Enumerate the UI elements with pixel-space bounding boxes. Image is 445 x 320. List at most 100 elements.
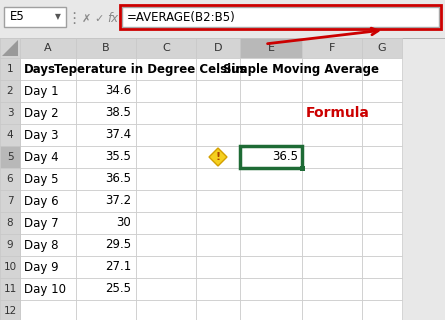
Bar	[196, 80, 240, 102]
Text: 25.5: 25.5	[105, 283, 131, 295]
Text: 35.5: 35.5	[105, 150, 131, 164]
Bar	[76, 278, 136, 300]
Bar	[0, 124, 20, 146]
Bar	[196, 102, 240, 124]
Text: Day 8: Day 8	[24, 238, 58, 252]
Bar	[0, 234, 20, 256]
Bar	[0, 80, 20, 102]
Bar	[20, 168, 76, 190]
Bar	[20, 146, 76, 168]
Bar	[20, 212, 76, 234]
Bar	[362, 58, 402, 80]
Bar	[136, 300, 196, 320]
Bar	[240, 58, 302, 80]
Bar	[196, 58, 240, 80]
Bar	[302, 102, 362, 124]
Bar	[0, 102, 20, 124]
Bar	[136, 190, 196, 212]
Text: fx: fx	[107, 12, 118, 26]
Bar	[0, 212, 20, 234]
Text: 4: 4	[7, 130, 13, 140]
Bar	[362, 168, 402, 190]
Bar	[76, 190, 136, 212]
Text: 8: 8	[7, 218, 13, 228]
Text: E: E	[267, 43, 275, 53]
Bar	[240, 102, 302, 124]
Text: 29.5: 29.5	[105, 238, 131, 252]
Text: Day 10: Day 10	[24, 283, 66, 295]
Bar	[196, 146, 240, 168]
Text: F: F	[329, 43, 335, 53]
Bar	[0, 146, 20, 168]
Bar	[76, 146, 136, 168]
Bar	[302, 168, 362, 190]
Bar	[0, 190, 20, 212]
Bar	[196, 256, 240, 278]
Bar	[362, 212, 402, 234]
Bar	[136, 38, 196, 58]
Text: Day 3: Day 3	[24, 129, 58, 141]
Bar	[196, 38, 240, 58]
Text: Teperature in Degree Celsius: Teperature in Degree Celsius	[54, 62, 246, 76]
Bar	[299, 165, 304, 171]
Text: 6: 6	[7, 174, 13, 184]
Bar	[20, 300, 76, 320]
Bar	[20, 278, 76, 300]
Bar	[0, 38, 20, 58]
Text: D: D	[214, 43, 222, 53]
Bar	[240, 278, 302, 300]
Text: Day 1: Day 1	[24, 84, 59, 98]
Polygon shape	[2, 40, 18, 56]
Bar	[76, 38, 136, 58]
Bar	[20, 234, 76, 256]
Bar	[362, 38, 402, 58]
Bar	[0, 168, 20, 190]
Bar	[302, 278, 362, 300]
Text: 2: 2	[7, 86, 13, 96]
Bar	[240, 234, 302, 256]
Bar	[0, 38, 20, 58]
Bar	[0, 234, 20, 256]
Bar	[240, 190, 302, 212]
Bar	[302, 38, 362, 58]
Bar	[76, 124, 136, 146]
Text: 12: 12	[4, 306, 16, 316]
Bar	[136, 168, 196, 190]
Bar	[136, 256, 196, 278]
Bar	[0, 146, 20, 168]
Text: 36.5: 36.5	[105, 172, 131, 186]
Bar	[302, 212, 362, 234]
Bar	[196, 278, 240, 300]
Bar	[362, 124, 402, 146]
Bar	[196, 124, 240, 146]
Bar	[20, 80, 76, 102]
Bar	[20, 124, 76, 146]
Bar	[136, 80, 196, 102]
Bar	[196, 190, 240, 212]
Bar	[0, 58, 20, 80]
Bar	[240, 80, 302, 102]
Text: 30: 30	[116, 217, 131, 229]
Bar	[196, 234, 240, 256]
Text: C: C	[162, 43, 170, 53]
Text: 27.1: 27.1	[105, 260, 131, 274]
Bar	[136, 212, 196, 234]
Bar	[240, 256, 302, 278]
Text: Day 7: Day 7	[24, 217, 59, 229]
Text: 9: 9	[7, 240, 13, 250]
Text: Day 4: Day 4	[24, 150, 59, 164]
Bar	[136, 124, 196, 146]
Bar	[362, 300, 402, 320]
Text: G: G	[378, 43, 386, 53]
Bar	[0, 58, 20, 80]
Text: 3: 3	[7, 108, 13, 118]
Bar	[4, 7, 66, 27]
Text: =AVERAGE(B2:B5): =AVERAGE(B2:B5)	[127, 11, 236, 23]
Bar	[196, 212, 240, 234]
Bar	[302, 234, 362, 256]
Text: ⋮: ⋮	[66, 12, 81, 27]
Bar	[362, 102, 402, 124]
Bar	[302, 256, 362, 278]
Bar	[76, 102, 136, 124]
Bar	[302, 146, 362, 168]
